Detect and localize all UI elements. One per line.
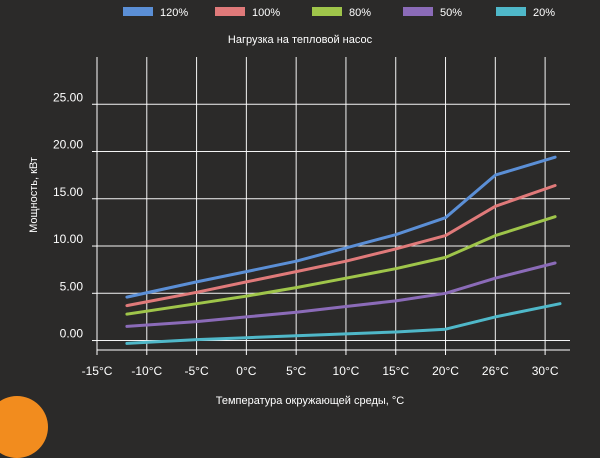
- x-tick-label: 5°C: [286, 364, 306, 378]
- grid: [97, 57, 570, 350]
- legend-item[interactable]: 120%: [123, 7, 188, 19]
- legend-item[interactable]: 80%: [312, 7, 371, 19]
- legend-label: 100%: [252, 7, 280, 19]
- legend-label: 120%: [160, 7, 188, 19]
- x-tick-label: 30°C: [532, 364, 559, 378]
- y-tick-label: 25.00: [53, 90, 83, 104]
- series-group: [125, 155, 562, 345]
- chart-title: Нагрузка на тепловой насос: [228, 34, 373, 46]
- series-line: [125, 155, 557, 299]
- x-tick-label: -5°C: [185, 364, 209, 378]
- series-line: [125, 302, 562, 345]
- x-tick-label: 26°C: [482, 364, 509, 378]
- y-tick-label: 15.00: [53, 185, 83, 199]
- y-tick-labels: 0.00 5.00 10.00 15.00 20.00 25.00: [53, 90, 83, 340]
- x-tick-label: -10°C: [131, 364, 162, 378]
- x-tick-label: -15°C: [82, 364, 113, 378]
- x-tick-label: 0°C: [236, 364, 256, 378]
- y-tick-label: 10.00: [53, 232, 83, 246]
- x-tick-label: 10°C: [333, 364, 360, 378]
- legend-label: 20%: [533, 7, 555, 19]
- legend-swatch: [123, 7, 153, 16]
- y-tick-label: 20.00: [53, 138, 83, 152]
- legend-swatch: [312, 7, 342, 16]
- chart-canvas: 120% 100% 80% 50% 20% Нагрузка на тепловой н…: [28, 7, 570, 407]
- legend: 120% 100% 80% 50% 20%: [123, 7, 555, 19]
- legend-item[interactable]: 20%: [496, 7, 555, 19]
- series-line: [125, 184, 557, 308]
- legend-item[interactable]: 50%: [403, 7, 462, 19]
- legend-label: 80%: [349, 7, 371, 19]
- y-tick-label: 0.00: [60, 327, 84, 341]
- legend-item[interactable]: 100%: [215, 7, 280, 19]
- legend-swatch: [403, 7, 433, 16]
- axes: [92, 57, 570, 355]
- series-line: [125, 261, 557, 328]
- y-axis-label: Мощность, кВт: [28, 157, 40, 233]
- legend-label: 50%: [440, 7, 462, 19]
- x-axis-label: Температура окружающей среды, °C: [216, 395, 405, 407]
- legend-swatch: [215, 7, 245, 16]
- x-tick-label: 20°C: [432, 364, 459, 378]
- series-line: [125, 215, 557, 316]
- x-tick-label: 15°C: [382, 364, 409, 378]
- x-tick-labels: -15°C -10°C -5°C 0°C 5°C 10°C 15°C 20°C 26°C 30°C: [82, 364, 559, 378]
- y-tick-label: 5.00: [60, 279, 84, 293]
- legend-swatch: [496, 7, 526, 16]
